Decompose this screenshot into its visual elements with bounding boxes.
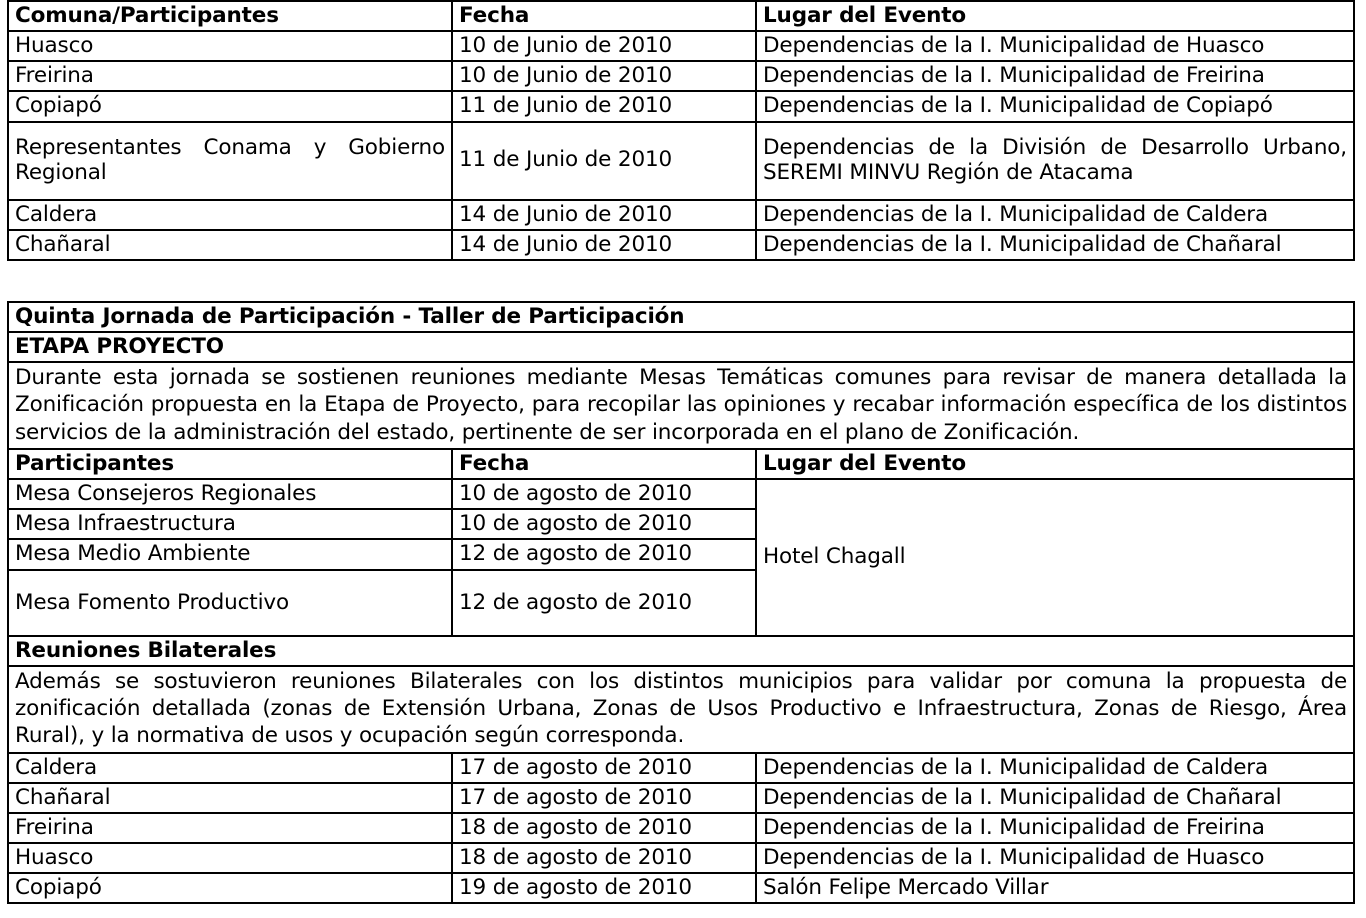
table-header-row: Comuna/Participantes Fecha Lugar del Eve… [7,0,1355,33]
cell-participante: Mesa Consejeros Regionales [7,478,453,511]
cell-lugar: Dependencias de la I. Municipalidad de C… [755,228,1355,261]
cell-lugar: Dependencias de la I. Municipalidad de C… [754,781,1356,814]
cell-participante: Caldera [7,751,453,784]
cell-fecha: 17 de agosto de 2010 [451,781,757,814]
table-row: Mesa Consejeros Regionales 10 de agosto … [7,478,1356,637]
table-gap-spacer [7,261,1359,301]
cell-lugar: Dependencias de la I. Municipalidad de H… [754,842,1356,875]
table-row: Mesa Medio Ambiente 12 de agosto de 2010 [7,538,1354,571]
column-header-lugar: Lugar del Evento [755,0,1355,33]
table-row: Chañaral 17 de agosto de 2010 Dependenci… [7,781,1356,814]
stage-description-cell: Durante esta jornada se sostienen reunio… [6,361,1356,451]
table-header-row: Participantes Fecha Lugar del Evento [7,448,1356,481]
column-header-fecha: Fecha [451,0,757,33]
cell-lugar: Dependencias de la I. Municipalidad de H… [755,30,1355,63]
cell-lugar: Salón Felipe Mercado Villar [754,872,1356,905]
cell-fecha: 10 de agosto de 2010 [451,508,757,541]
stage-label: ETAPA PROYECTO [6,330,1356,364]
table-row: Chañaral 14 de Junio de 2010 Dependencia… [7,228,1355,261]
cell-fecha: 12 de agosto de 2010 [451,538,757,571]
cell-participante: Representantes Conama y Gobierno Regiona… [7,120,453,201]
table-row: Freirina 18 de agosto de 2010 Dependenci… [7,811,1356,845]
cell-lugar: Dependencias de la I. Municipalidad de C… [754,751,1356,784]
stage-description-text: Durante esta jornada se sostienen reunio… [15,365,1348,445]
table-row: Copiapó 19 de agosto de 2010 Salón Felip… [7,872,1356,905]
cell-lugar: Dependencias de la I. Municipalidad de C… [755,198,1355,231]
cell-fecha: 10 de Junio de 2010 [451,60,757,93]
table-row: Representantes Conama y Gobierno Regiona… [7,120,1355,201]
cell-participante: Caldera [7,198,453,231]
cell-lugar: Dependencias de la División de Desarroll… [755,120,1355,201]
cell-fecha: 11 de Junio de 2010 [451,120,757,201]
schedule-table-cuarta-jornada: Comuna/Participantes Fecha Lugar del Eve… [7,0,1355,261]
table-row: Huasco 18 de agosto de 2010 Dependencias… [7,842,1356,875]
bilaterales-description-row: Además se sostuvieron reuniones Bilatera… [6,664,1356,754]
cell-fecha: 11 de Junio de 2010 [451,90,757,123]
table-row: Caldera 17 de agosto de 2010 Dependencia… [7,751,1356,784]
cell-fecha: 18 de agosto de 2010 [451,842,757,875]
cell-fecha: 14 de Junio de 2010 [451,198,757,231]
cell-fecha: 12 de agosto de 2010 [451,568,757,637]
table-row: Mesa Infraestructura 10 de agosto de 201… [7,508,1354,541]
section-title-row: Quinta Jornada de Participación - Taller… [6,300,1356,333]
cell-participante: Chañaral [7,781,453,814]
bilaterales-description-text: Además se sostuvieron reuniones Bilatera… [15,668,1348,749]
cell-lugar: Dependencias de la I. Municipalidad de F… [754,811,1356,845]
cell-lugar: Dependencias de la I. Municipalidad de F… [755,60,1355,93]
bilaterales-description-cell: Además se sostuvieron reuniones Bilatera… [6,664,1356,754]
cell-participante: Chañaral [7,228,453,261]
stage-label-row: ETAPA PROYECTO [6,330,1356,364]
cell-participante: Copiapó [7,872,453,905]
cell-participante: Huasco [7,30,453,63]
cell-participante: Mesa Medio Ambiente [7,538,453,571]
cell-lugar-merged: Hotel Chagall [754,478,1356,637]
cell-participante: Mesa Fomento Productivo [7,568,453,637]
schedule-table-quinta-jornada: Quinta Jornada de Participación - Taller… [6,300,1356,905]
section-title: Quinta Jornada de Participación - Taller… [6,300,1356,333]
stage-description-row: Durante esta jornada se sostienen reunio… [6,361,1356,451]
cell-participante: Huasco [7,842,453,875]
column-header-participantes: Participantes [7,448,453,481]
cell-fecha: 17 de agosto de 2010 [451,751,757,784]
cell-participante: Copiapó [7,90,453,123]
table-row: Freirina 10 de Junio de 2010 Dependencia… [7,60,1355,93]
column-header-comuna-participantes: Comuna/Participantes [7,0,453,33]
column-header-lugar: Lugar del Evento [754,448,1356,481]
table-row: Huasco 10 de Junio de 2010 Dependencias … [7,30,1355,63]
cell-fecha: 14 de Junio de 2010 [451,228,757,261]
table-row: Caldera 14 de Junio de 2010 Dependencias… [7,198,1355,231]
cell-lugar: Dependencias de la I. Municipalidad de C… [755,90,1355,123]
bilaterales-label-row: Reuniones Bilaterales [6,634,1356,667]
cell-fecha: 18 de agosto de 2010 [451,811,757,845]
bilaterales-label: Reuniones Bilaterales [6,634,1356,667]
column-header-fecha: Fecha [451,448,757,481]
cell-fecha: 19 de agosto de 2010 [451,872,757,905]
cell-participante: Mesa Infraestructura [7,508,453,541]
table-row: Copiapó 11 de Junio de 2010 Dependencias… [7,90,1355,123]
table-row: Mesa Fomento Productivo 12 de agosto de … [7,568,1354,637]
cell-participante: Freirina [7,811,453,845]
cell-participante: Freirina [7,60,453,93]
cell-fecha: 10 de Junio de 2010 [451,30,757,63]
cell-fecha: 10 de agosto de 2010 [451,478,757,511]
